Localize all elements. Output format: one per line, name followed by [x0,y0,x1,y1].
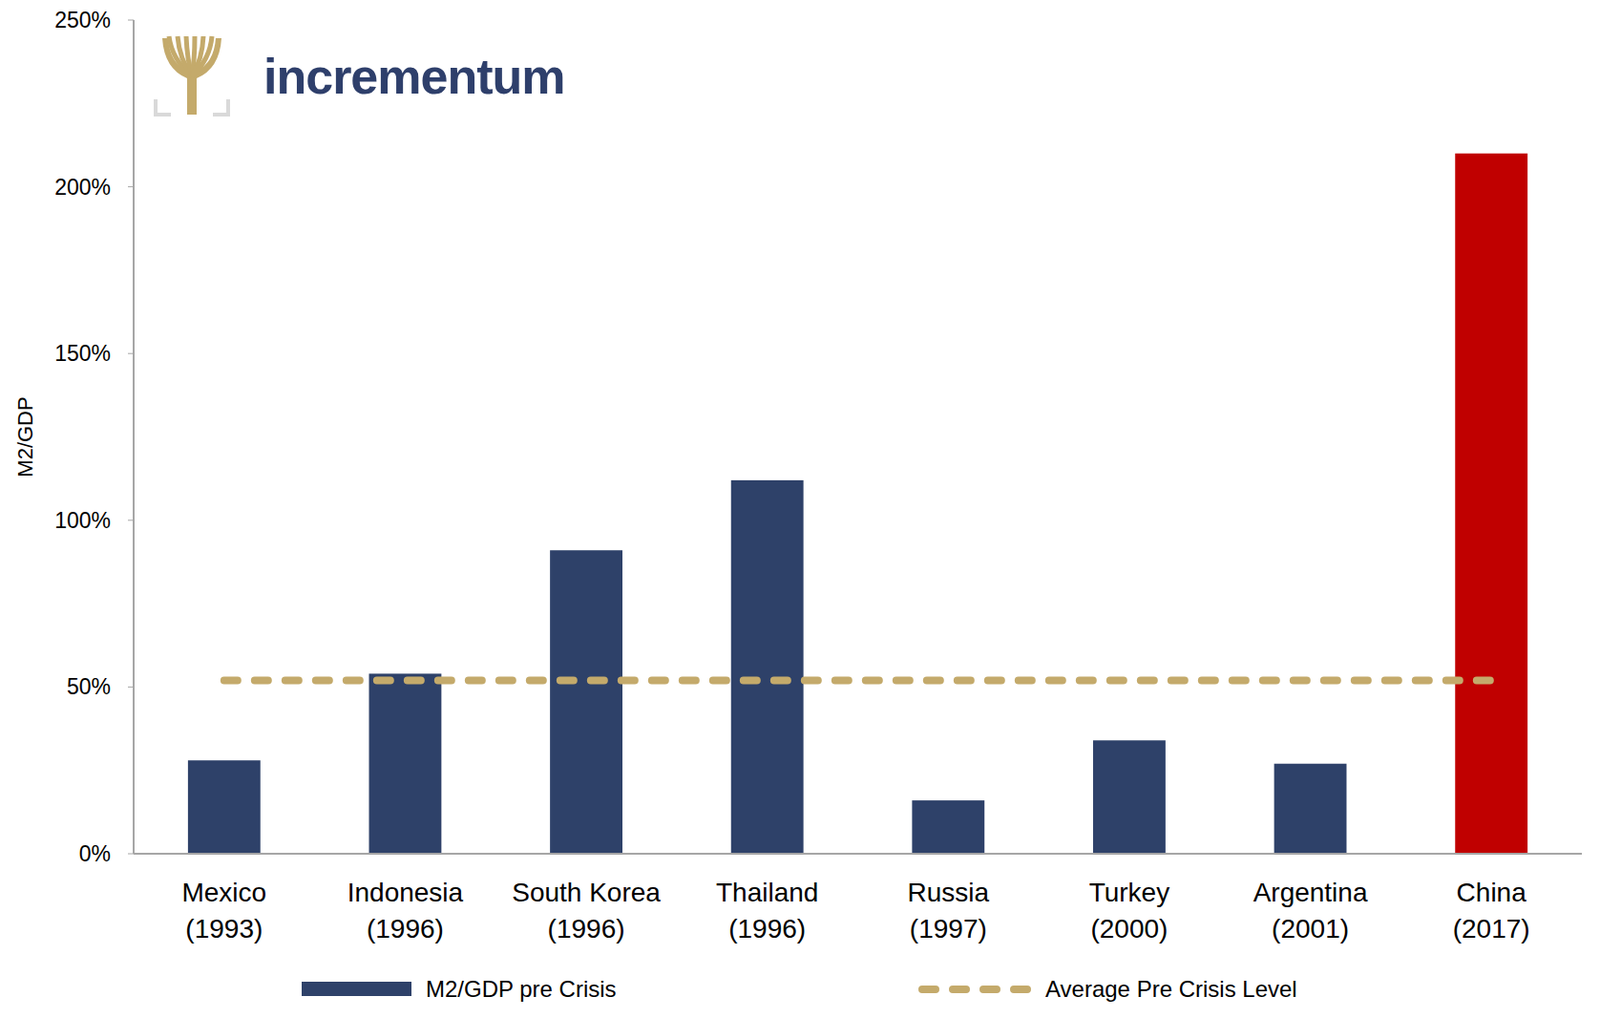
line [224,675,1492,684]
x-tick-label: Argentina (2001) [1253,877,1369,944]
logo-branch [191,36,212,77]
x-tick-label-line: (1996) [547,913,626,944]
bar [1274,763,1348,854]
y-axis [132,20,135,854]
y-axis-label: M2/GDP [13,396,38,477]
bar [188,759,261,854]
x-tick-label-line: (1993) [185,913,263,944]
legend-swatch [922,985,1032,993]
bar [369,673,443,854]
x-tick-label: Mexico (1993) [181,877,267,944]
logo-bracket [155,99,171,115]
x-tick-label-line: (1996) [366,913,444,944]
y-tick-label: 150% [54,340,111,366]
x-tick-label: Turkey (2000) [1089,877,1171,944]
x-tick-label-line: China [1456,877,1528,907]
bar [1454,153,1528,854]
bar [911,800,985,854]
bar [549,549,623,854]
x-tick-label: South Korea (1996) [511,877,661,944]
x-tick-label-line: South Korea [511,877,661,907]
x-tick-label-line: (2017) [1452,913,1531,944]
logo-branch [168,36,192,77]
y-tick-label: 200% [54,174,111,200]
logo [155,36,229,115]
logo-text: incrementum [263,48,566,105]
y-tick-label: 50% [66,673,111,699]
x-tick-label-line: Argentina [1253,877,1369,907]
x-tick-label: Thailand (1996) [715,877,819,944]
x-tick-label-line: Russia [907,877,990,907]
x-tick-label-line: Mexico [181,877,267,907]
x-tick-label-line: Thailand [715,877,819,907]
logo-trunk [187,74,197,115]
marks [188,153,1528,854]
x-tick-label-line: Indonesia [347,877,464,907]
legend-label: Average Pre Crisis Level [1045,975,1298,1002]
x-tick-label-line: (2001) [1271,913,1349,944]
y-tick-label: 250% [54,7,111,33]
x-tick-label-line: (1996) [728,913,806,944]
y-tick-label: 100% [54,507,111,533]
x-tick-label: Indonesia (1996) [347,877,464,944]
legend-label: M2/GDP pre Crisis [425,975,617,1002]
x-tick-label-line: (2000) [1090,913,1168,944]
y-tick-label: 0% [79,841,111,866]
chart: incrementum 0% 50% 100% 150% 200% 250% M2/GDP Me… [0,0,1600,1018]
x-axis [133,852,1582,855]
bar [1093,739,1166,854]
bar [731,480,804,854]
x-tick-label-line: (1997) [909,913,988,944]
logo-bracket [212,99,229,115]
x-tick-label: China (2017) [1452,877,1531,944]
logo-branch [177,36,192,77]
x-tick-label-line: Turkey [1089,877,1171,907]
legend-swatch [301,981,412,996]
x-tick-label: Russia (1997) [907,877,990,944]
